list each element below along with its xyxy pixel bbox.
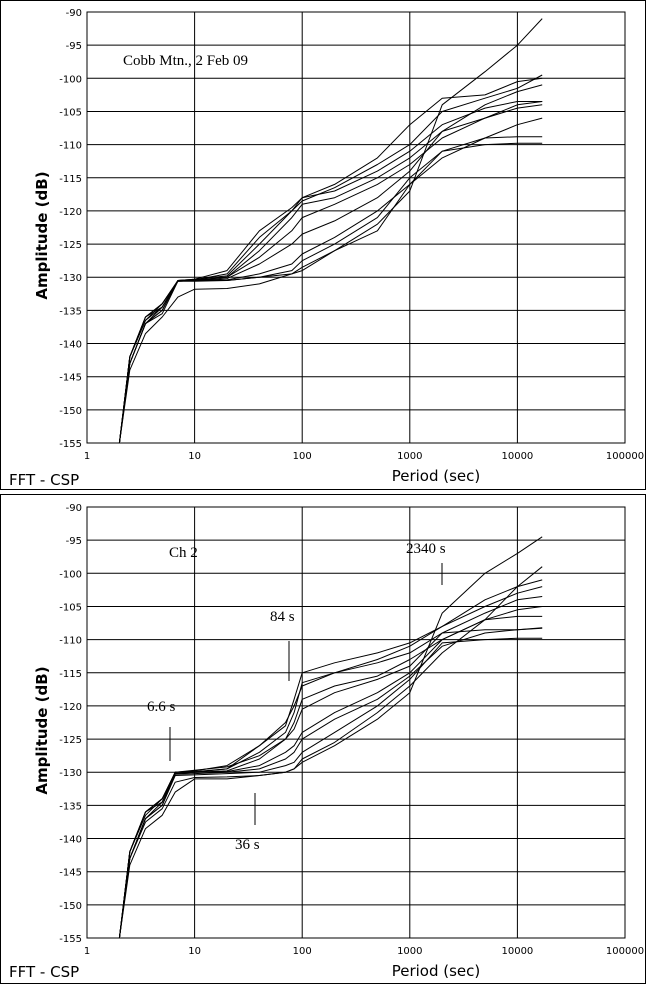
series-line-7: [118, 136, 543, 444]
y-axis-label: Amplitude (dB): [33, 171, 51, 299]
y-tick-label: -105: [59, 602, 82, 613]
x-tick-label: 10000: [501, 946, 533, 957]
x-tick-label: 100000: [606, 451, 644, 462]
series-line-4: [118, 101, 543, 444]
annotation-label: 6.6 s: [147, 699, 176, 715]
y-tick-label: -125: [59, 240, 82, 251]
y-tick-label: -110: [59, 141, 82, 152]
chart-panel-top: -90 -95 -100 -105 -110 -115 -120 -125 -130 -135 -1…: [0, 0, 646, 490]
y-tick-label: -95: [66, 536, 82, 547]
y-tick-label: -130: [59, 768, 82, 779]
y-axis-label: Amplitude (dB): [33, 666, 51, 794]
annotation-label: 2340 s: [406, 541, 446, 557]
series-line-10: [118, 101, 543, 444]
plot-frame: [86, 11, 626, 444]
y-tick-label: -100: [59, 569, 82, 580]
y-tick-label: -115: [59, 669, 82, 680]
y-tick-label: -115: [59, 174, 82, 185]
chart-panel-bottom: -90 -95 -100 -105 -110 -115 -120 -125 -130 -135 -1…: [0, 494, 646, 984]
series-line-1: [118, 579, 543, 939]
y-tick-label: -135: [59, 306, 82, 317]
series-line-2: [118, 74, 543, 444]
series-line-1: [118, 77, 543, 444]
y-tick-label: -135: [59, 801, 82, 812]
y-tick-label: -140: [59, 340, 82, 351]
y-tick-label: -95: [66, 41, 82, 52]
series-line-8: [118, 536, 543, 939]
y-tick-label: -100: [59, 74, 82, 85]
series-line-6: [118, 637, 543, 939]
series-line-9: [118, 566, 543, 939]
x-tick-label: 100000: [606, 946, 644, 957]
series-line-10: [118, 606, 543, 939]
annotation-label: 84 s: [270, 609, 295, 625]
chart-title: Cobb Mtn., 2 Feb 09: [123, 53, 248, 69]
chart-bottom-svg: -90 -95 -100 -105 -110 -115 -120 -125 -130 -135 -1…: [33, 503, 644, 980]
y-tick-label: -155: [59, 439, 82, 450]
x-tick-label: 10: [188, 451, 201, 462]
x-tick-label: 1000: [397, 946, 422, 957]
series-line-2: [118, 586, 543, 939]
y-tick-label: -140: [59, 835, 82, 846]
y-tick-label: -90: [66, 8, 82, 19]
x-axis-label: Period (sec): [392, 962, 481, 980]
x-tick-label: 100: [293, 451, 312, 462]
series-line-4: [118, 615, 543, 939]
y-tick-label: -150: [59, 901, 82, 912]
x-tick-label: 10: [188, 946, 201, 957]
x-tick-label: 1: [84, 946, 90, 957]
series-line-9: [118, 18, 543, 444]
grid: [86, 506, 626, 939]
footer-label: FFT - CSP: [9, 471, 80, 489]
series-line-6: [118, 117, 543, 444]
y-tick-label: -120: [59, 702, 82, 713]
y-tick-label: -90: [66, 503, 82, 514]
y-tick-label: -150: [59, 406, 82, 417]
series-line-7: [118, 627, 543, 939]
plot-frame: [86, 506, 626, 939]
chart-top-svg: -90 -95 -100 -105 -110 -115 -120 -125 -130 -135 -1…: [33, 8, 644, 485]
x-tick-label: 1: [84, 451, 90, 462]
series-line-5: [118, 627, 543, 939]
series-group: [118, 18, 543, 444]
footer-label: FFT - CSP: [9, 963, 80, 981]
x-tick-label: 100: [293, 946, 312, 957]
y-tick-label: -145: [59, 868, 82, 879]
grid: [86, 11, 626, 444]
x-tick-label: 10000: [501, 451, 533, 462]
series-line-5: [118, 104, 543, 444]
y-tick-label: -105: [59, 107, 82, 118]
chart-title: Ch 2: [169, 545, 198, 561]
y-tick-label: -110: [59, 636, 82, 647]
y-tick-label: -145: [59, 373, 82, 384]
y-tick-label: -130: [59, 273, 82, 284]
x-axis-label: Period (sec): [392, 467, 481, 485]
series-line-3: [118, 84, 543, 444]
y-tick-label: -155: [59, 934, 82, 945]
x-tick-label: 1000: [397, 451, 422, 462]
series-group: [118, 536, 543, 939]
series-line-3: [118, 596, 543, 939]
annotation-label: 36 s: [235, 837, 260, 853]
series-line-8: [118, 142, 543, 444]
y-tick-label: -120: [59, 207, 82, 218]
y-tick-label: -125: [59, 735, 82, 746]
